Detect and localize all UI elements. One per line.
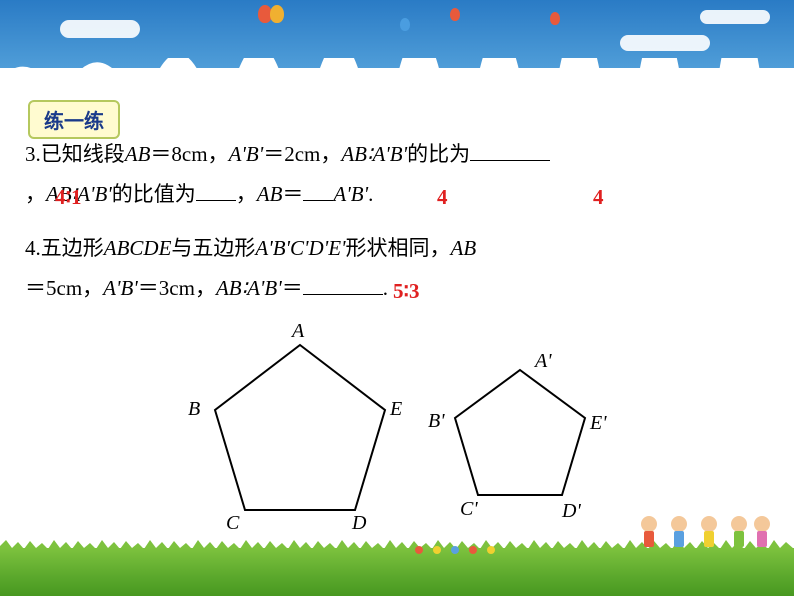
vertex-label: A bbox=[292, 320, 304, 343]
vertex-label: C' bbox=[460, 498, 478, 521]
flower-decoration bbox=[410, 546, 500, 560]
pentagon-svg bbox=[0, 0, 794, 596]
vertex-label: B bbox=[188, 398, 200, 421]
vertex-label: E' bbox=[590, 412, 607, 435]
vertex-label: D bbox=[352, 512, 366, 535]
pentagon-small bbox=[455, 370, 585, 495]
vertex-label: C bbox=[226, 512, 239, 535]
vertex-label: A' bbox=[535, 350, 552, 373]
vertex-label: D' bbox=[562, 500, 581, 523]
vertex-label: E bbox=[390, 398, 402, 421]
vertex-label: B' bbox=[428, 410, 445, 433]
pentagon-large bbox=[215, 345, 385, 510]
kids-decoration bbox=[634, 509, 774, 564]
